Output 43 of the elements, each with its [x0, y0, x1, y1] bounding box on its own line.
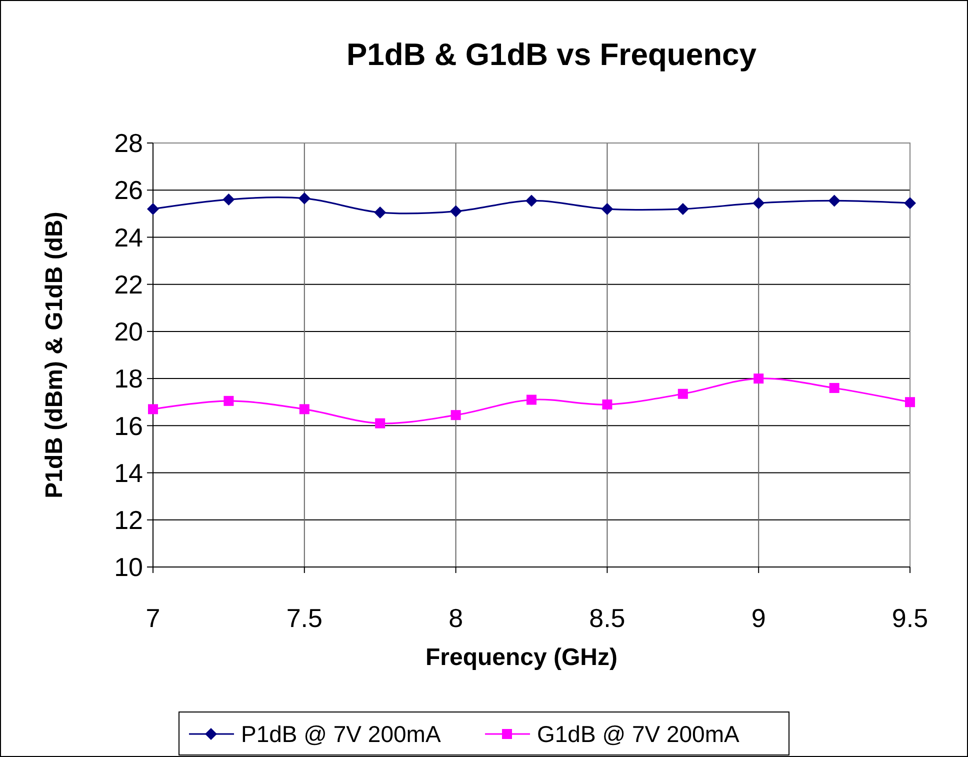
point	[678, 388, 688, 399]
x-tick-label: 8	[448, 603, 464, 633]
y-tick-label: 10	[114, 552, 143, 582]
y-tick-label: 16	[114, 410, 143, 441]
point	[526, 194, 538, 207]
point	[904, 197, 916, 210]
point	[375, 418, 386, 428]
y-tick-label: 18	[114, 364, 143, 394]
y-tick-label: 14	[114, 458, 143, 488]
point	[828, 194, 840, 207]
point	[602, 399, 612, 410]
point	[147, 202, 159, 215]
x-tick-label: 7	[146, 603, 160, 633]
point	[374, 206, 386, 218]
point	[224, 396, 234, 406]
x-tick-label: 7.5	[286, 603, 322, 633]
point	[148, 404, 158, 414]
x-tick-label: 9.5	[892, 603, 928, 633]
chart-title: P1dB & G1dB vs Frequency	[346, 37, 758, 72]
point	[450, 410, 461, 420]
point	[601, 202, 614, 215]
point	[222, 194, 235, 206]
legend-label: P1dB @ 7V 200mA	[241, 721, 442, 748]
x-axis-title: Frequency (GHz)	[425, 644, 618, 671]
point	[298, 192, 310, 204]
y-tick-label: 28	[114, 128, 143, 158]
y-axis-title: P1dB (dBm) & G1dB (dB)	[41, 212, 68, 498]
point	[905, 397, 915, 408]
x-tick-label: 8.5	[589, 603, 626, 633]
y-tick-label: 12	[114, 504, 143, 535]
point	[526, 394, 536, 405]
legend-label: G1dB @ 7V 200mA	[537, 721, 740, 748]
x-tick-label: 9	[751, 603, 766, 633]
point	[450, 205, 462, 218]
y-tick-label: 24	[114, 222, 143, 252]
point	[754, 374, 764, 384]
point	[752, 197, 765, 210]
y-tick-label: 20	[114, 316, 143, 347]
y-tick-label: 22	[114, 269, 143, 300]
y-tick-label: 26	[114, 175, 143, 206]
point	[299, 404, 310, 414]
point	[829, 382, 840, 393]
point	[676, 202, 689, 215]
